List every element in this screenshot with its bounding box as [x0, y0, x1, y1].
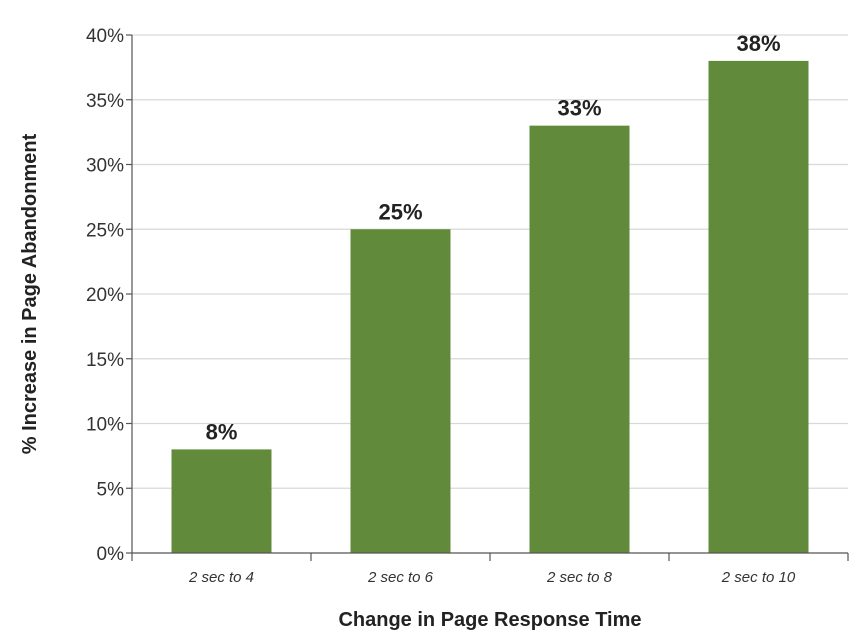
x-tick-label: 2 sec to 6: [367, 569, 434, 586]
y-tick-label: 40%: [86, 26, 124, 47]
data-label: 33%: [557, 96, 601, 121]
data-label: 25%: [378, 199, 422, 224]
y-tick-label: 30%: [86, 156, 124, 177]
bar: [529, 125, 630, 554]
y-tick-label: 15%: [86, 350, 124, 371]
y-tick-labels: 0% 5% 10% 15% 20% 25% 30% 35% 40%: [86, 26, 132, 565]
gridlines: [132, 34, 848, 489]
x-tick-label: 2 sec to 4: [188, 569, 254, 586]
x-tick-label: 2 sec to 8: [546, 569, 613, 586]
y-tick-label: 35%: [86, 91, 124, 112]
bar: [708, 60, 809, 554]
y-tick-label: 20%: [86, 285, 124, 306]
y-tick-label: 25%: [86, 220, 124, 241]
bar: [350, 229, 451, 553]
y-tick-label: 0%: [97, 544, 125, 565]
x-tick-labels: 2 sec to 4 2 sec to 6 2 sec to 8 2 sec to 1…: [131, 553, 849, 586]
x-axis-title: Change in Page Response Time: [338, 609, 641, 631]
y-axis-title: % Increase in Page Abandonment: [19, 133, 41, 454]
data-label: 8%: [206, 419, 238, 444]
y-tick-label: 5%: [97, 479, 125, 500]
bars: [171, 60, 809, 554]
y-tick-label: 10%: [86, 415, 124, 436]
x-tick-label: 2 sec to 10: [721, 569, 796, 586]
data-labels: 8% 25% 33% 38%: [206, 31, 781, 444]
bar: [171, 449, 272, 553]
data-label: 38%: [736, 31, 780, 56]
